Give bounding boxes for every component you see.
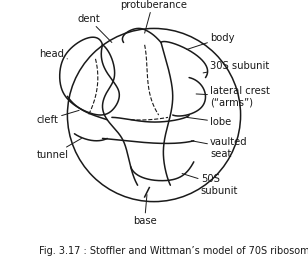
Text: tunnel: tunnel — [37, 139, 81, 160]
Text: lateral crest
(“arms”): lateral crest (“arms”) — [196, 86, 270, 107]
Text: vaulted
seat: vaulted seat — [192, 137, 248, 159]
Text: base: base — [133, 194, 156, 226]
Text: central
protuberance: central protuberance — [120, 0, 188, 33]
Text: 50S
subunit: 50S subunit — [182, 174, 238, 196]
Text: dent: dent — [77, 14, 112, 43]
Text: lobe: lobe — [187, 117, 231, 127]
Text: 30S subunit: 30S subunit — [203, 61, 270, 73]
Text: cleft: cleft — [37, 110, 79, 125]
Text: body: body — [187, 33, 235, 49]
Text: Fig. 3.17 : Stoffler and Wittman’s model of 70S ribosome.: Fig. 3.17 : Stoffler and Wittman’s model… — [39, 246, 308, 256]
Text: head: head — [39, 49, 67, 59]
